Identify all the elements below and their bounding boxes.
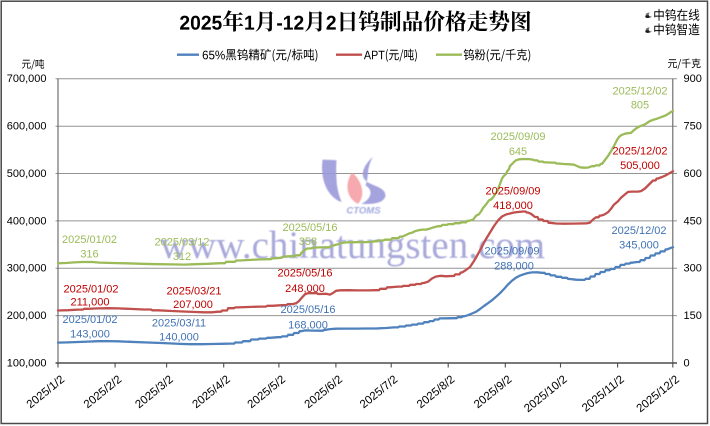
svg-text:2025/01/02: 2025/01/02 (63, 283, 118, 295)
svg-text:358: 358 (299, 236, 317, 248)
svg-text:316: 316 (80, 248, 98, 260)
svg-text:900: 900 (684, 73, 702, 85)
svg-text:2025/12/02: 2025/12/02 (612, 85, 667, 97)
svg-text:400,000: 400,000 (7, 215, 47, 227)
svg-text:312: 312 (173, 251, 191, 263)
svg-text:2025/12/02: 2025/12/02 (611, 225, 666, 237)
svg-text:2025/05/16: 2025/05/16 (282, 222, 337, 234)
svg-text:2025/03/21: 2025/03/21 (166, 285, 221, 297)
svg-text:2025/03/11: 2025/03/11 (152, 317, 206, 329)
svg-text:140,000: 140,000 (159, 332, 199, 344)
svg-text:0: 0 (684, 357, 690, 369)
svg-text:505,000: 505,000 (620, 160, 660, 172)
svg-text:2025/05/16: 2025/05/16 (277, 268, 332, 280)
svg-text:150: 150 (684, 310, 702, 322)
svg-text:805: 805 (631, 100, 649, 112)
svg-text:211,000: 211,000 (71, 296, 110, 308)
svg-text:168,000: 168,000 (288, 319, 328, 331)
svg-text:www.chinatungsten.com: www.chinatungsten.com (160, 224, 545, 267)
svg-text:300,000: 300,000 (7, 263, 47, 275)
svg-text:207,000: 207,000 (173, 299, 213, 311)
svg-text:2025/01/02: 2025/01/02 (62, 314, 117, 326)
svg-text:750: 750 (684, 121, 702, 133)
svg-text:450: 450 (684, 215, 702, 227)
svg-text:600: 600 (684, 168, 702, 180)
svg-text:345,000: 345,000 (619, 240, 659, 252)
svg-text:143,000: 143,000 (70, 329, 110, 341)
svg-text:CTOMS: CTOMS (346, 206, 381, 217)
svg-text:2025/05/16: 2025/05/16 (280, 304, 335, 316)
svg-text:300: 300 (684, 263, 702, 275)
svg-text:2025/09/09: 2025/09/09 (485, 186, 540, 198)
svg-text:200,000: 200,000 (7, 310, 47, 322)
svg-text:100,000: 100,000 (7, 357, 47, 369)
svg-text:645: 645 (509, 146, 527, 158)
svg-text:2025/03/12: 2025/03/12 (154, 236, 209, 248)
svg-text:600,000: 600,000 (7, 121, 47, 133)
svg-text:500,000: 500,000 (7, 168, 47, 180)
svg-text:248,000: 248,000 (285, 283, 325, 295)
svg-text:2025/09/09: 2025/09/09 (490, 131, 545, 143)
svg-text:2025/09/09: 2025/09/09 (484, 245, 539, 257)
svg-text:288,000: 288,000 (494, 261, 534, 273)
svg-text:700,000: 700,000 (7, 73, 47, 85)
svg-text:2025/12/02: 2025/12/02 (612, 145, 667, 157)
svg-text:2025/01/02: 2025/01/02 (62, 234, 117, 246)
svg-text:418,000: 418,000 (493, 200, 533, 212)
